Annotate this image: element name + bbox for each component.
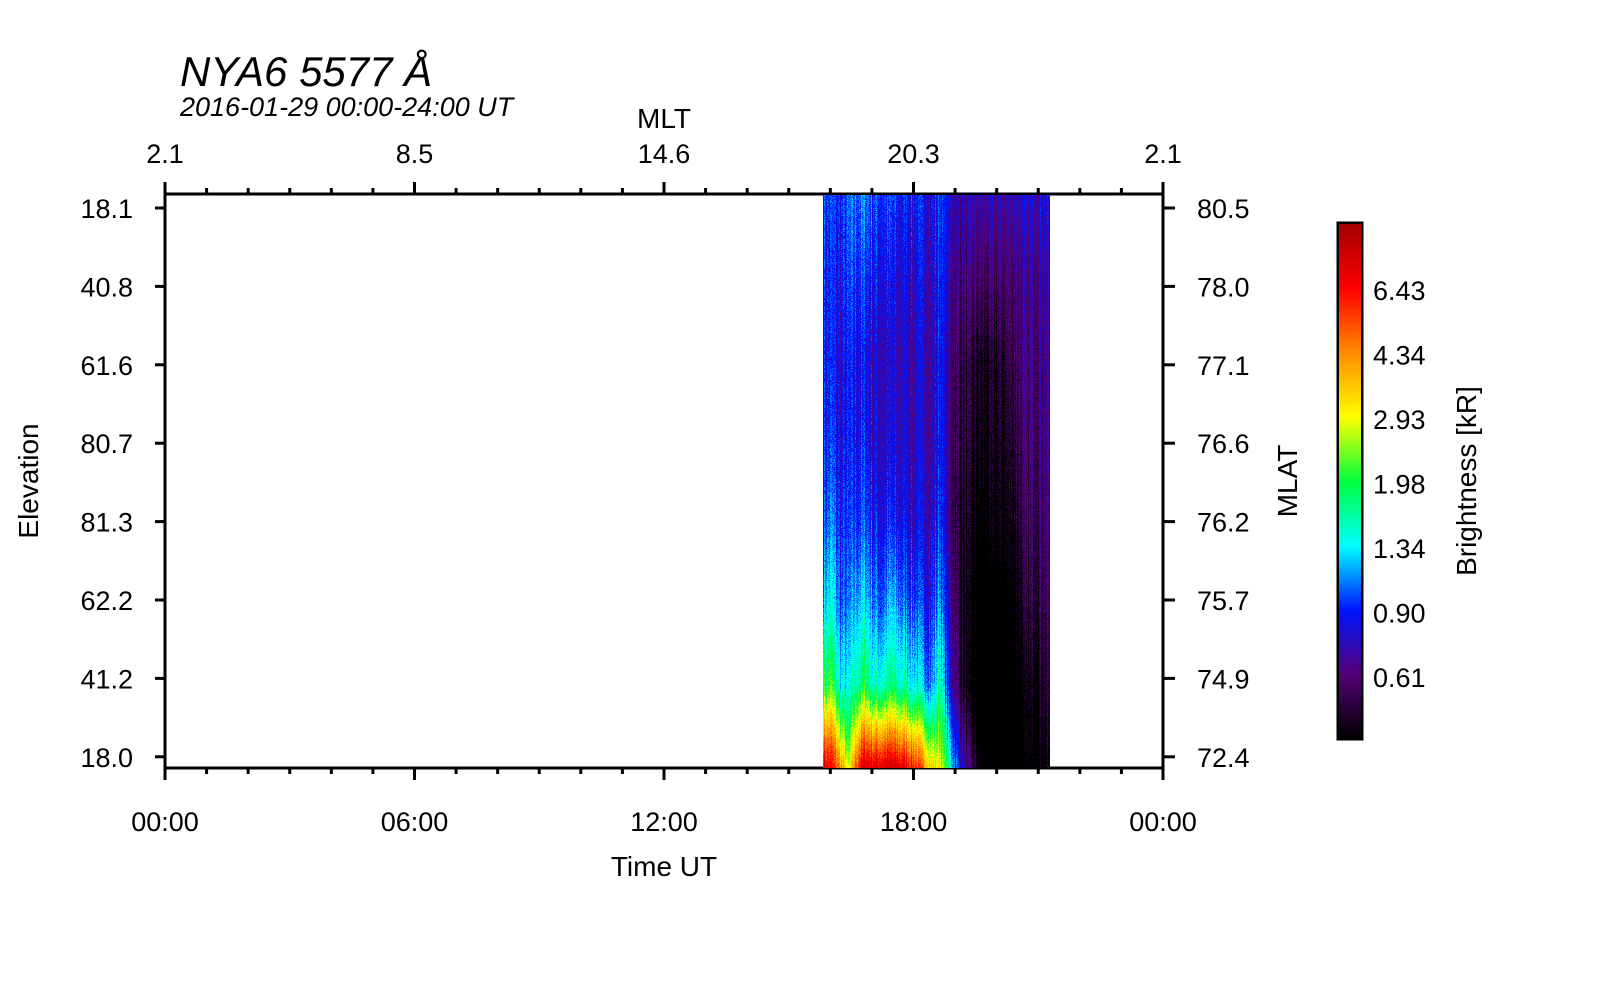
top-tick-label: 14.6 <box>638 139 691 169</box>
y-tick-label-right: 75.7 <box>1197 586 1250 616</box>
x-tick-label: 00:00 <box>131 807 199 837</box>
y-tick-label-left: 41.2 <box>80 664 133 694</box>
y-tick-label-right: 74.9 <box>1197 664 1250 694</box>
colorbar-tick-label: 0.90 <box>1373 599 1426 629</box>
chart-title: NYA6 5577 Å <box>180 48 432 95</box>
y-tick-label-left: 81.3 <box>80 508 133 538</box>
y-tick-label-left: 80.7 <box>80 429 133 459</box>
colorbar-label: Brightness [kR] <box>1451 386 1482 576</box>
colorbar-tick-label: 0.61 <box>1373 663 1426 693</box>
top-tick-label: 2.1 <box>146 139 184 169</box>
top-axis-label: MLT <box>637 103 691 134</box>
y-tick-label-left: 18.0 <box>80 743 133 773</box>
y-tick-label-left: 62.2 <box>80 586 133 616</box>
y-axis-label-left: Elevation <box>13 423 44 538</box>
colorbar <box>1339 224 1361 738</box>
x-tick-label: 12:00 <box>630 807 698 837</box>
x-tick-label: 18:00 <box>880 807 948 837</box>
top-tick-label: 20.3 <box>887 139 940 169</box>
colorbar-tick-label: 1.98 <box>1373 470 1426 500</box>
y-tick-label-right: 80.5 <box>1197 194 1250 224</box>
colorbar-tick-label: 4.34 <box>1373 341 1426 371</box>
top-tick-label: 8.5 <box>396 139 434 169</box>
x-tick-label: 00:00 <box>1129 807 1197 837</box>
y-tick-label-right: 72.4 <box>1197 743 1250 773</box>
y-tick-label-left: 18.1 <box>80 194 133 224</box>
colorbar-tick-label: 2.93 <box>1373 405 1426 435</box>
y-tick-label-left: 61.6 <box>80 351 133 381</box>
colorbar-tick-label: 6.43 <box>1373 276 1426 306</box>
y-axis-label-right: MLAT <box>1272 445 1303 518</box>
y-tick-label-left: 40.8 <box>80 272 133 302</box>
colorbar-frame <box>1336 221 1364 741</box>
y-tick-label-right: 76.6 <box>1197 429 1250 459</box>
x-tick-label: 06:00 <box>381 807 449 837</box>
keogram-heatmap <box>823 195 1050 768</box>
y-tick-label-right: 78.0 <box>1197 272 1250 302</box>
y-tick-label-right: 77.1 <box>1197 351 1250 381</box>
y-tick-label-right: 76.2 <box>1197 508 1250 538</box>
chart-subtitle: 2016-01-29 00:00-24:00 UT <box>179 92 516 122</box>
colorbar-tick-label: 1.34 <box>1373 534 1426 564</box>
x-axis-label: Time UT <box>611 851 717 882</box>
top-tick-label: 2.1 <box>1144 139 1182 169</box>
